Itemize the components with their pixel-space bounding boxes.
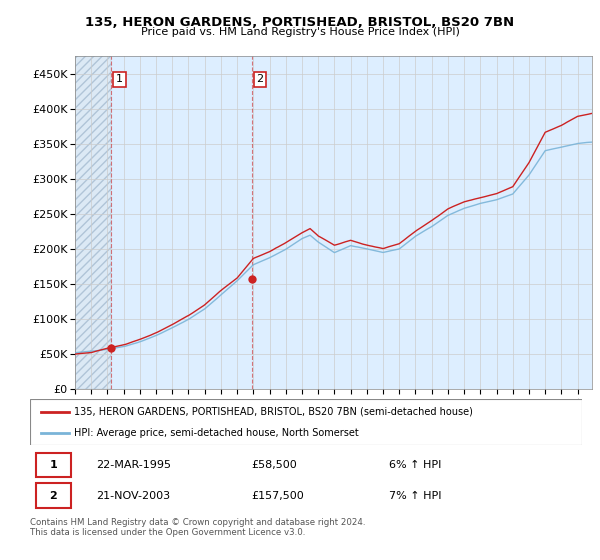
- Text: 135, HERON GARDENS, PORTISHEAD, BRISTOL, BS20 7BN (semi-detached house): 135, HERON GARDENS, PORTISHEAD, BRISTOL,…: [74, 407, 473, 417]
- Text: Contains HM Land Registry data © Crown copyright and database right 2024.
This d: Contains HM Land Registry data © Crown c…: [30, 518, 365, 538]
- Text: 2: 2: [256, 74, 263, 85]
- Bar: [251, 56, 595, 389]
- Bar: [75, 56, 111, 389]
- Text: 1: 1: [50, 460, 58, 470]
- Text: 2: 2: [50, 491, 58, 501]
- Bar: [35, 452, 71, 477]
- Bar: [75, 56, 111, 389]
- Text: 22-MAR-1995: 22-MAR-1995: [96, 460, 171, 470]
- Text: HPI: Average price, semi-detached house, North Somerset: HPI: Average price, semi-detached house,…: [74, 428, 359, 438]
- Text: £58,500: £58,500: [251, 460, 296, 470]
- Text: Price paid vs. HM Land Registry's House Price Index (HPI): Price paid vs. HM Land Registry's House …: [140, 27, 460, 37]
- Text: 1: 1: [116, 74, 123, 85]
- Bar: [111, 56, 251, 389]
- Text: 21-NOV-2003: 21-NOV-2003: [96, 491, 170, 501]
- Text: £157,500: £157,500: [251, 491, 304, 501]
- Text: 7% ↑ HPI: 7% ↑ HPI: [389, 491, 442, 501]
- Text: 6% ↑ HPI: 6% ↑ HPI: [389, 460, 441, 470]
- Text: 135, HERON GARDENS, PORTISHEAD, BRISTOL, BS20 7BN: 135, HERON GARDENS, PORTISHEAD, BRISTOL,…: [85, 16, 515, 29]
- Bar: [35, 483, 71, 508]
